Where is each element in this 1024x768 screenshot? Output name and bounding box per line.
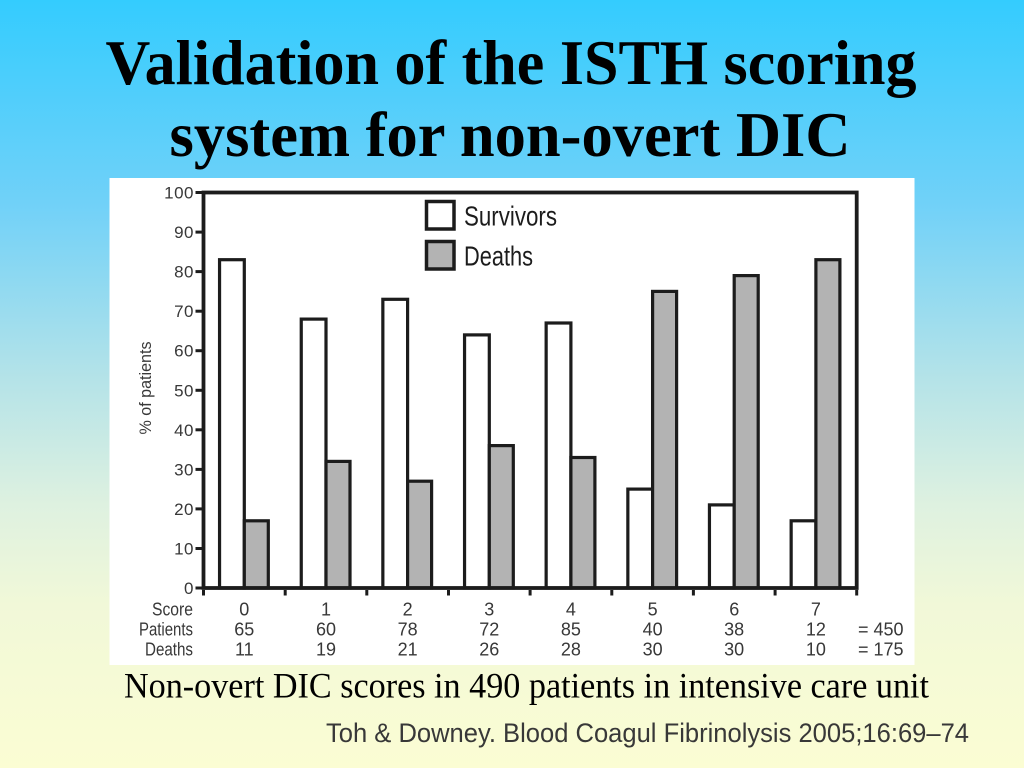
- svg-text:5: 5: [648, 600, 658, 620]
- svg-text:Score: Score: [152, 600, 193, 620]
- svg-text:20: 20: [174, 500, 194, 519]
- svg-text:Toh & Downey. Blood Coagul Fib: Toh & Downey. Blood Coagul Fibrinolysis …: [326, 718, 969, 748]
- svg-text:10: 10: [806, 640, 826, 660]
- svg-text:21: 21: [398, 640, 418, 660]
- svg-text:0: 0: [239, 600, 249, 620]
- svg-text:% of patients: % of patients: [136, 342, 155, 435]
- svg-text:0: 0: [184, 579, 194, 598]
- svg-text:= 175: = 175: [858, 640, 904, 660]
- svg-text:4: 4: [566, 600, 576, 620]
- svg-text:40: 40: [643, 620, 663, 640]
- svg-text:60: 60: [174, 342, 194, 361]
- svg-text:Patients: Patients: [139, 620, 193, 640]
- svg-text:30: 30: [724, 640, 744, 660]
- svg-text:78: 78: [398, 620, 418, 640]
- svg-text:3: 3: [484, 600, 494, 620]
- svg-text:= 450: = 450: [858, 620, 904, 640]
- svg-text:65: 65: [234, 620, 254, 640]
- svg-text:6: 6: [729, 600, 739, 620]
- svg-text:26: 26: [479, 640, 499, 660]
- svg-text:Deaths: Deaths: [145, 640, 193, 660]
- svg-text:system for non-overt DIC: system for non-overt DIC: [170, 99, 851, 170]
- svg-text:11: 11: [235, 640, 254, 660]
- svg-text:7: 7: [811, 600, 821, 620]
- svg-text:1: 1: [321, 600, 331, 620]
- svg-text:28: 28: [561, 640, 581, 660]
- svg-text:100: 100: [164, 184, 194, 203]
- svg-text:70: 70: [174, 302, 194, 321]
- svg-text:60: 60: [316, 620, 336, 640]
- svg-text:Validation of the ISTH scoring: Validation of the ISTH scoring: [106, 27, 917, 98]
- svg-text:Non-overt DIC scores in 490 pa: Non-overt DIC scores in 490 patients in …: [124, 666, 929, 706]
- svg-text:38: 38: [724, 620, 744, 640]
- svg-text:2: 2: [403, 600, 413, 620]
- svg-text:90: 90: [174, 223, 194, 242]
- svg-text:72: 72: [479, 620, 499, 640]
- svg-text:85: 85: [561, 620, 581, 640]
- svg-text:50: 50: [174, 381, 194, 400]
- svg-text:19: 19: [316, 640, 336, 660]
- svg-text:30: 30: [643, 640, 663, 660]
- svg-text:12: 12: [806, 620, 826, 640]
- svg-text:80: 80: [174, 263, 194, 282]
- svg-text:Deaths: Deaths: [464, 241, 533, 272]
- svg-text:10: 10: [174, 540, 194, 559]
- svg-text:40: 40: [174, 421, 194, 440]
- svg-text:Survivors: Survivors: [464, 201, 557, 232]
- svg-text:30: 30: [174, 460, 194, 479]
